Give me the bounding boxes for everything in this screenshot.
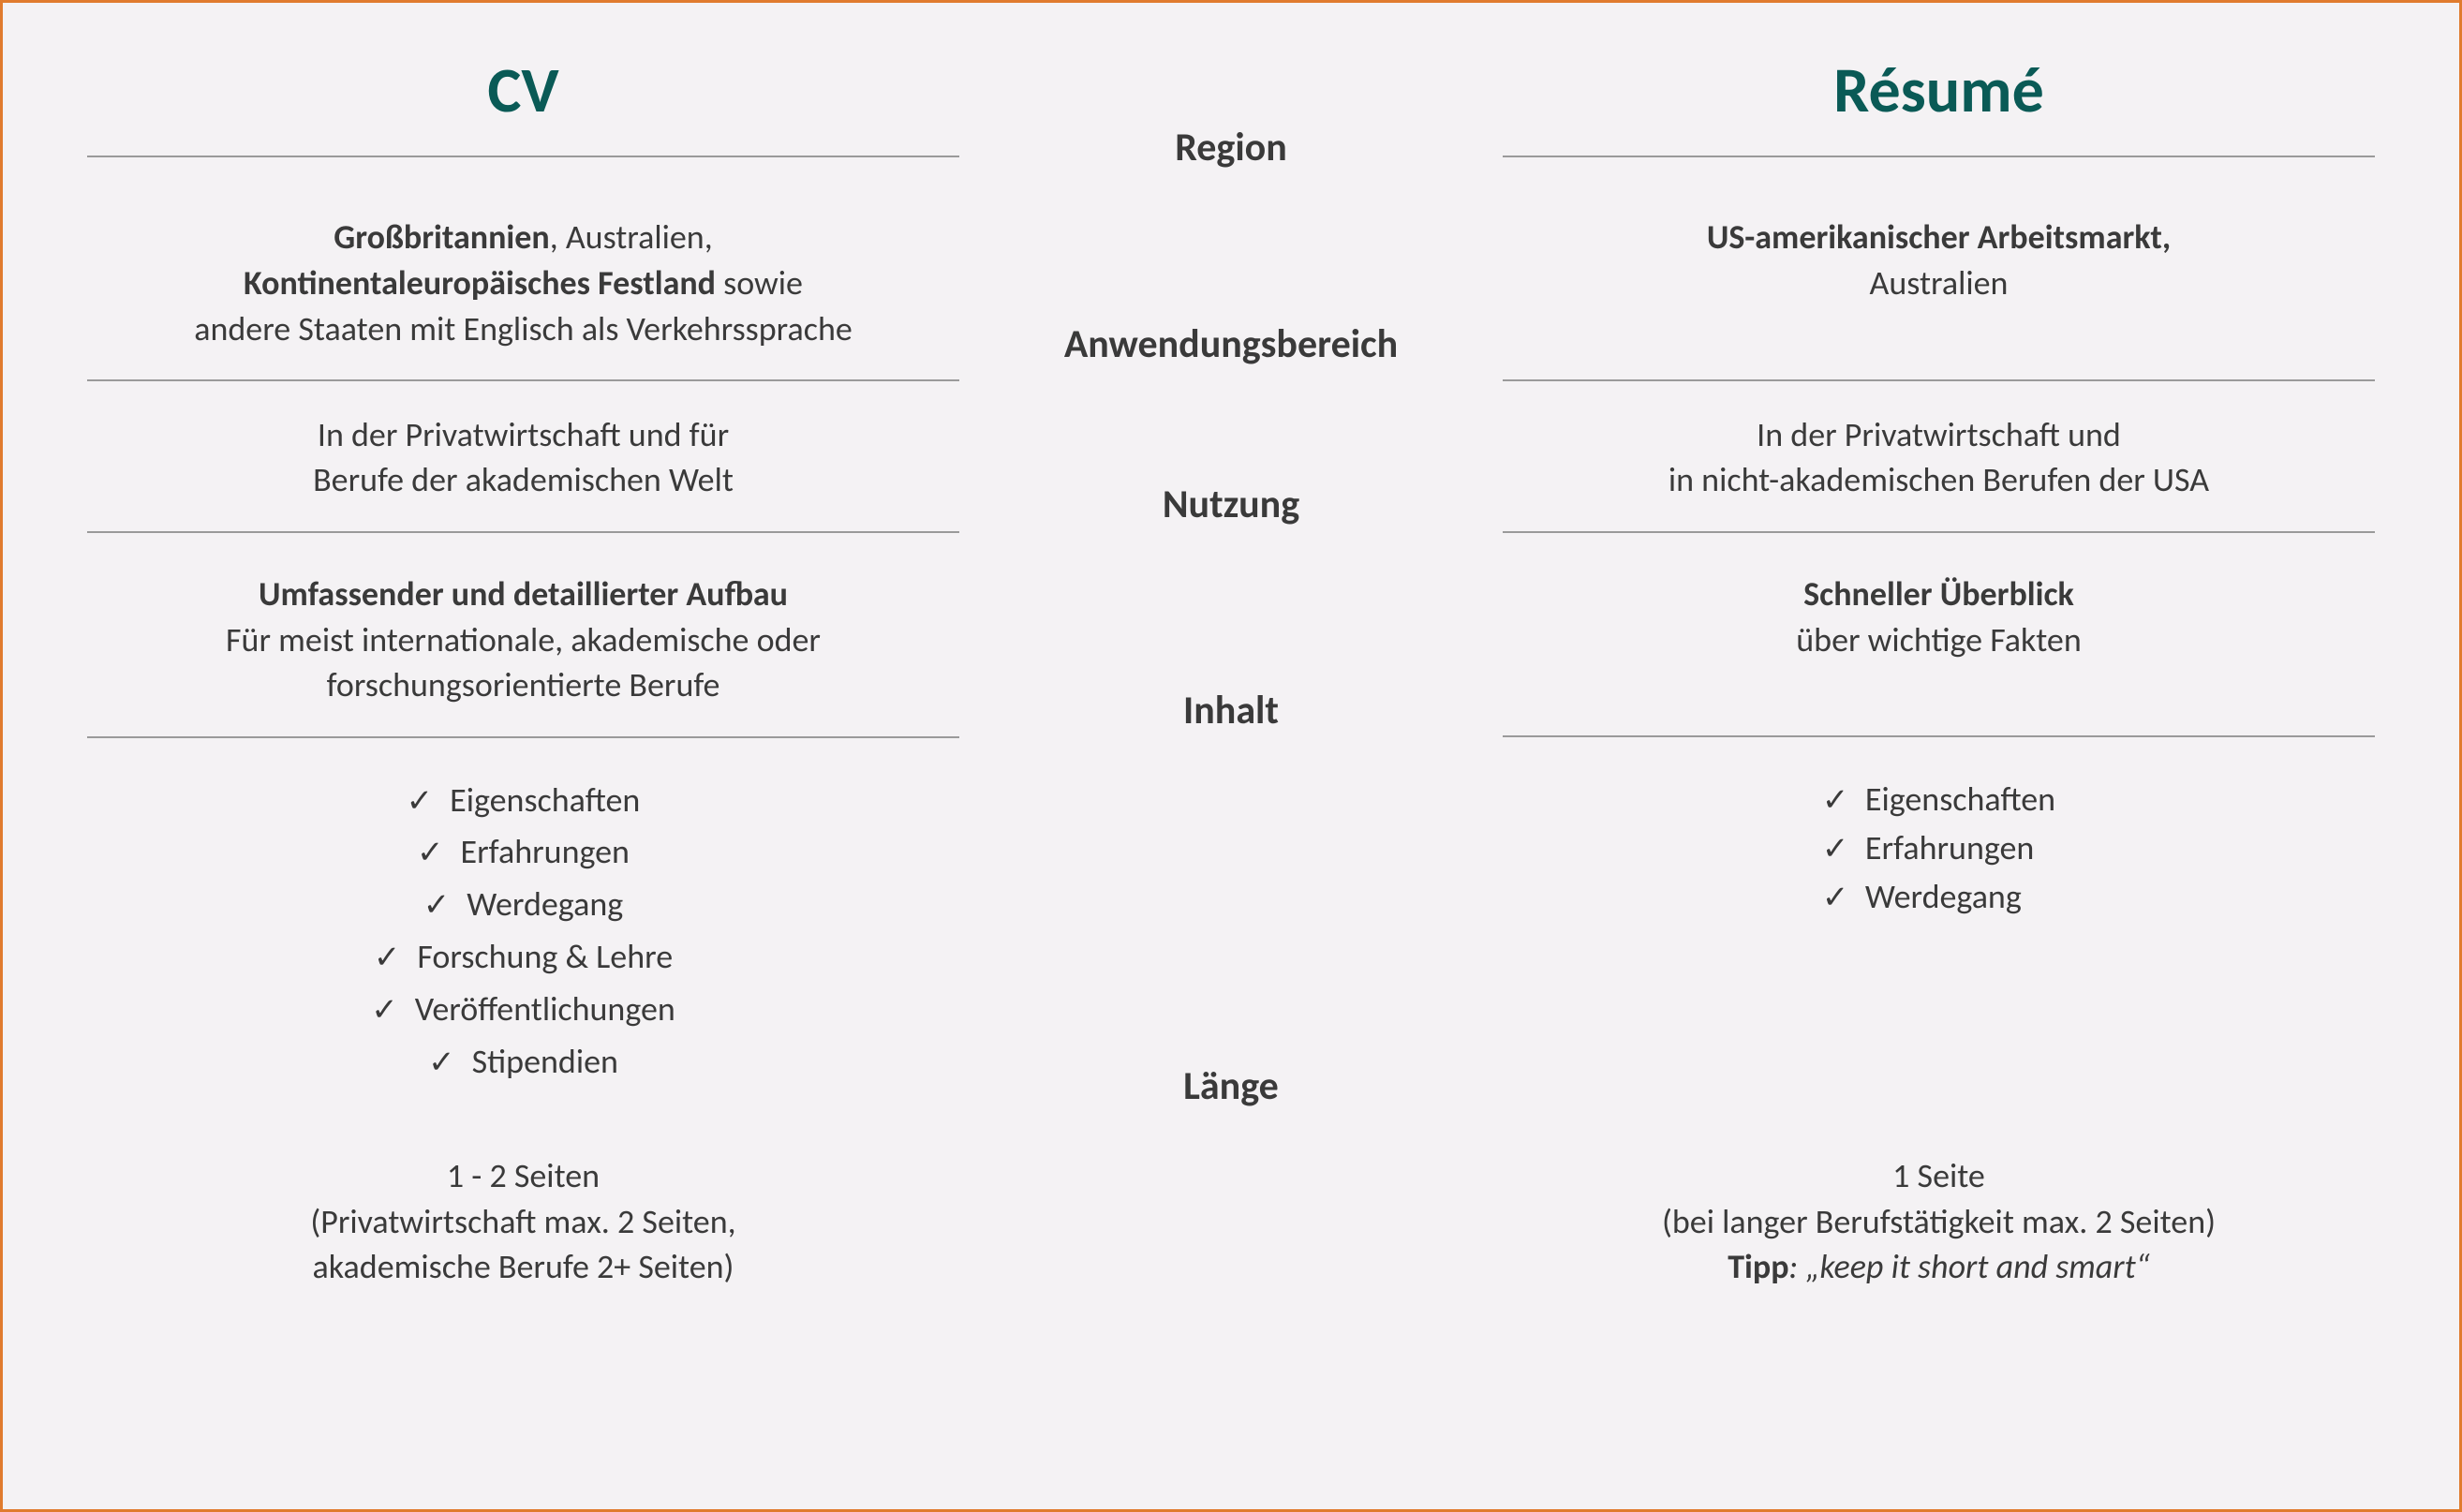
comparison-frame: CV Region Résumé Großbritannien, Austral… (0, 0, 2462, 1512)
resume-region-text: US-amerikanischer Arbeitsmarkt, Australi… (1475, 190, 2403, 334)
list-item: ✓ Stipendien (59, 1036, 987, 1089)
category-inhalt-wrap: Inhalt (987, 547, 1475, 753)
text: 1 - 2 Seiten (447, 1155, 600, 1196)
category-label-region: Region (987, 40, 1475, 190)
text: in nicht-akademischen Berufen der USA (1669, 459, 2209, 500)
check-icon: ✓ (374, 939, 401, 977)
text: Für meist internationale, akademische od… (226, 619, 821, 660)
cv-anwendung-cell: In der Privatwirtschaft und für Berufe d… (59, 388, 987, 547)
resume-inhalt-list: Eigenschaften Erfahrungen Werdegang (1822, 775, 2055, 922)
cv-inhalt-cell: ✓Eigenschaften ✓Erfahrungen ✓Werdegang ✓… (59, 754, 987, 1129)
cv-inhalt-list: ✓Eigenschaften ✓Erfahrungen ✓Werdegang ✓… (59, 775, 987, 1089)
text-bold: Großbritannien (334, 216, 549, 258)
resume-anwendung-cell: In der Privatwirtschaft und in nicht-aka… (1475, 388, 2403, 547)
category-label-nutzung: Nutzung (987, 388, 1475, 547)
list-item: Eigenschaften (1822, 775, 2055, 823)
check-icon: ✓ (423, 886, 451, 925)
resume-laenge-text: 1 Seite (bei langer Berufstätigkeit max.… (1475, 1129, 2403, 1318)
resume-nutzung-cell: Schneller Überblick über wichtige Fakten (1475, 547, 2403, 753)
category-anwendung-wrap: Anwendungsbereich (987, 190, 1475, 387)
divider (87, 531, 959, 533)
divider (1503, 735, 2375, 737)
list-item: ✓ Forschung & Lehre (59, 931, 987, 984)
text: In der Privatwirtschaft und (1757, 414, 2121, 455)
text-bold: Tipp (1728, 1246, 1788, 1287)
check-icon: ✓ (371, 991, 398, 1030)
text-bold: Schneller Überblick (1803, 573, 2074, 615)
divider (1503, 531, 2375, 533)
text: (bei langer Berufstätigkeit max. 2 Seite… (1662, 1201, 2216, 1242)
list-item: ✓ Erfahrungen (59, 826, 987, 879)
text: Forschung & Lehre (417, 936, 673, 977)
cv-nutzung-cell: Umfassender und detaillierter Aufbau Für… (59, 547, 987, 753)
resume-anwendung-text: In der Privatwirtschaft und in nicht-aka… (1475, 388, 2403, 531)
check-icon: ✓ (417, 834, 444, 872)
cv-title: CV (59, 40, 987, 156)
list-item: ✓ Eigenschaften (59, 775, 987, 827)
resume-inhalt-cell: Eigenschaften Erfahrungen Werdegang (1475, 754, 2403, 1129)
spacer (987, 1129, 1475, 1318)
resume-region-cell: US-amerikanischer Arbeitsmarkt, Australi… (1475, 190, 2403, 387)
cv-anwendung-text: In der Privatwirtschaft und für Berufe d… (59, 388, 987, 531)
divider (1503, 156, 2375, 157)
list-item: Erfahrungen (1822, 823, 2055, 872)
category-laenge-wrap: Länge (987, 754, 1475, 1129)
text: über wichtige Fakten (1796, 619, 2082, 660)
text: 1 Seite (1892, 1155, 1985, 1196)
text: Erfahrungen (461, 831, 630, 872)
divider (87, 379, 959, 381)
cv-laenge-text: 1 - 2 Seiten (Privatwirtschaft max. 2 Se… (59, 1129, 987, 1318)
category-label-anwendung: Anwendungsbereich (987, 190, 1475, 387)
text: Veröffentlichungen (415, 988, 675, 1030)
divider (87, 736, 959, 738)
resume-column-header: Résumé (1475, 40, 2403, 190)
comparison-grid: CV Region Résumé Großbritannien, Austral… (59, 40, 2403, 1318)
text-bold: Umfassender und detaillierter Aufbau (259, 573, 788, 615)
text-italic: : „keep it short and smart“ (1789, 1246, 2150, 1287)
check-icon: ✓ (428, 1044, 455, 1082)
text: andere Staaten mit Englisch als Verkehrs… (194, 308, 853, 349)
check-icon: ✓ (407, 782, 434, 821)
divider (87, 156, 959, 157)
text: forschungsorientierte Berufe (327, 664, 720, 705)
cv-region-cell: Großbritannien, Australien, Kontinentale… (59, 190, 987, 387)
text-bold: US-amerikanischer Arbeitsmarkt, (1707, 216, 2171, 258)
category-nutzung-wrap: Nutzung (987, 388, 1475, 547)
cv-column-header: CV (59, 40, 987, 190)
text: Stipendien (472, 1041, 618, 1082)
cv-region-text: Großbritannien, Australien, Kontinentale… (59, 190, 987, 379)
text: Australien (1870, 262, 2009, 304)
category-label-laenge: Länge (987, 754, 1475, 1129)
text: In der Privatwirtschaft und für (318, 414, 729, 455)
resume-inhalt-list-wrap: Eigenschaften Erfahrungen Werdegang (1475, 754, 2403, 948)
text: sowie (716, 262, 803, 304)
text: Werdegang (467, 883, 623, 925)
cv-nutzung-text: Umfassender und detaillierter Aufbau Für… (59, 547, 987, 736)
list-item: ✓ Veröffentlichungen (59, 984, 987, 1036)
text: (Privatwirtschaft max. 2 Seiten, (310, 1201, 735, 1242)
resume-title: Résumé (1475, 40, 2403, 156)
text: , Australien, (550, 216, 713, 258)
text-bold: Kontinentaleuropäisches Festland (244, 262, 716, 304)
text: akademische Berufe 2+ Seiten) (313, 1246, 734, 1287)
category-label-inhalt: Inhalt (987, 547, 1475, 753)
text: Berufe der akademischen Welt (313, 459, 734, 500)
cv-inhalt-list-wrap: ✓Eigenschaften ✓Erfahrungen ✓Werdegang ✓… (59, 754, 987, 1115)
resume-laenge-cell: 1 Seite (bei langer Berufstätigkeit max.… (1475, 1129, 2403, 1318)
list-item: Werdegang (1822, 872, 2055, 921)
text: Eigenschaften (450, 779, 640, 821)
list-item: ✓ Werdegang (59, 879, 987, 931)
resume-nutzung-text: Schneller Überblick über wichtige Fakten (1475, 547, 2403, 690)
cv-laenge-cell: 1 - 2 Seiten (Privatwirtschaft max. 2 Se… (59, 1129, 987, 1318)
category-region-wrap: Region (987, 40, 1475, 190)
divider (1503, 379, 2375, 381)
